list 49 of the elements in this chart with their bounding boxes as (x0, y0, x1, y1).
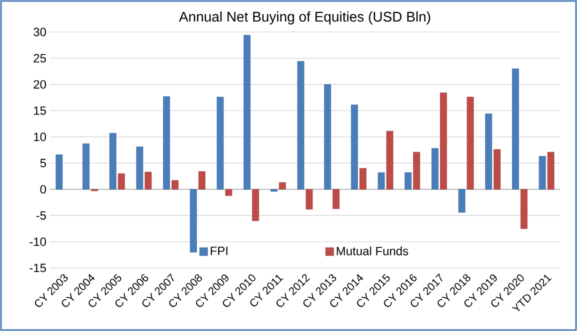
bar (324, 84, 332, 190)
bar (350, 104, 358, 190)
bar (270, 189, 278, 192)
bar (332, 189, 340, 209)
y-tick-label: 20 (34, 80, 46, 89)
legend-label: Mutual Funds (336, 246, 408, 256)
bar (359, 168, 366, 190)
bar (512, 68, 519, 190)
bar (118, 173, 125, 190)
bar (538, 156, 546, 190)
bar (244, 34, 251, 190)
bar (297, 61, 304, 190)
y-tick-label: -10 (30, 238, 46, 246)
bar (82, 143, 90, 190)
bar (109, 133, 116, 190)
bar (198, 171, 206, 190)
bar (56, 154, 63, 190)
bar (172, 180, 178, 190)
y-tick-label: 15 (34, 106, 46, 115)
bar (466, 96, 474, 190)
bar (440, 92, 447, 190)
bar (378, 172, 385, 190)
chart-title: Annual Net Buying of Equities (USD Bln) (178, 11, 430, 24)
legend-label: FPI (210, 246, 228, 255)
bar (225, 189, 232, 196)
bar (136, 146, 144, 190)
y-tick-label: 25 (34, 54, 46, 62)
y-tick-label: 5 (40, 158, 46, 168)
bar (216, 96, 224, 190)
bar (413, 152, 420, 190)
bar (432, 148, 438, 190)
bar (278, 182, 286, 190)
y-tick-label: 0 (40, 185, 46, 194)
y-tick-label: 30 (34, 28, 46, 36)
bar (306, 189, 313, 210)
bar (520, 189, 528, 229)
bar (494, 149, 501, 190)
bar (404, 172, 412, 190)
bar (386, 130, 394, 190)
bar (163, 96, 170, 190)
bar (144, 172, 152, 190)
y-tick-label: 10 (34, 132, 46, 142)
bar (485, 114, 492, 190)
y-tick-label: -15 (30, 264, 46, 272)
bar (252, 189, 260, 221)
y-tick-label: -5 (36, 211, 46, 220)
bar (190, 189, 197, 252)
bar (547, 152, 554, 190)
bar (458, 189, 466, 213)
